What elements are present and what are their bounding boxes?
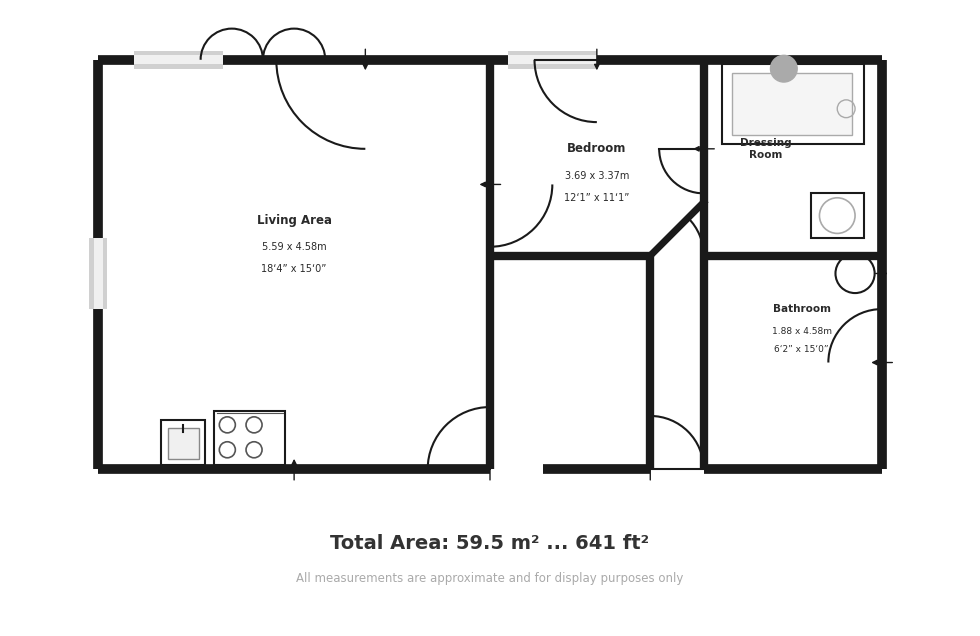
Bar: [89, 238, 107, 309]
Bar: [508, 51, 597, 69]
Bar: [721, 64, 864, 144]
Bar: [161, 420, 205, 465]
Bar: [810, 193, 864, 238]
Text: 3.69 x 3.37m: 3.69 x 3.37m: [564, 170, 629, 181]
Text: Dressing
Room: Dressing Room: [740, 138, 792, 160]
Text: Total Area: 59.5 m² ... 641 ft²: Total Area: 59.5 m² ... 641 ft²: [330, 534, 650, 553]
Text: 6‘2” x 15‘0”: 6‘2” x 15‘0”: [774, 345, 829, 354]
Bar: [94, 238, 103, 309]
Bar: [508, 55, 597, 64]
Bar: [214, 411, 285, 465]
Text: 18‘4” x 15‘0”: 18‘4” x 15‘0”: [262, 264, 326, 274]
Text: Bathroom: Bathroom: [772, 304, 831, 314]
Text: Bedroom: Bedroom: [567, 142, 626, 155]
Text: Living Area: Living Area: [257, 214, 331, 226]
Text: 12‘1” x 11‘1”: 12‘1” x 11‘1”: [564, 193, 629, 203]
Bar: [732, 73, 853, 135]
Bar: [168, 427, 199, 459]
Text: 1.88 x 4.58m: 1.88 x 4.58m: [771, 327, 832, 336]
Bar: [134, 55, 222, 64]
Bar: [134, 51, 222, 69]
Text: 5.59 x 4.58m: 5.59 x 4.58m: [262, 242, 326, 252]
Circle shape: [770, 55, 797, 82]
Text: All measurements are approximate and for display purposes only: All measurements are approximate and for…: [296, 572, 684, 585]
